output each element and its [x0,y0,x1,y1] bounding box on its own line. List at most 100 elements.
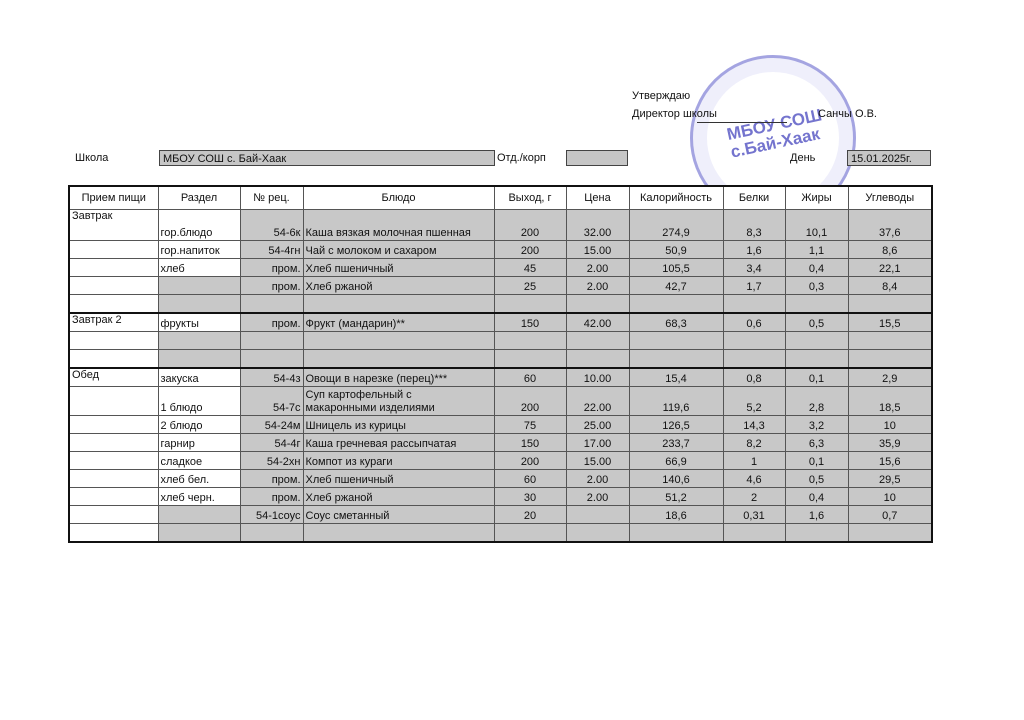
table-cell[interactable]: пром. [239,469,304,488]
table-cell[interactable]: 22.00 [565,386,630,416]
table-cell[interactable]: 15.00 [565,451,630,470]
table-cell[interactable] [565,331,630,350]
table-cell[interactable] [68,349,159,369]
table-cell[interactable]: 54-4гн [239,240,304,259]
table-cell[interactable]: 0,1 [784,451,849,470]
table-cell[interactable] [565,505,630,524]
table-cell[interactable] [302,349,495,369]
table-cell[interactable]: 25.00 [565,415,630,434]
table-cell[interactable]: 200 [493,386,567,416]
table-cell[interactable] [157,276,241,295]
table-cell[interactable]: 54-4з [239,367,304,387]
table-cell[interactable]: 274,9 [628,209,724,241]
table-cell[interactable] [68,294,159,314]
table-cell[interactable]: Чай с молоком и сахаром [302,240,495,259]
table-cell[interactable]: 0,6 [722,312,786,332]
table-cell[interactable]: 42,7 [628,276,724,295]
table-cell[interactable] [68,258,159,277]
table-cell[interactable]: 14,3 [722,415,786,434]
table-cell[interactable] [628,331,724,350]
table-cell[interactable]: 0,5 [784,312,849,332]
table-cell[interactable]: 233,7 [628,433,724,452]
table-cell[interactable] [68,487,159,506]
table-cell[interactable]: 140,6 [628,469,724,488]
table-cell[interactable]: 18,6 [628,505,724,524]
table-cell[interactable]: 45 [493,258,567,277]
table-cell[interactable]: Каша вязкая молочная пшенная [302,209,495,241]
table-cell[interactable]: 0,5 [784,469,849,488]
table-cell[interactable]: Фрукт (мандарин)** [302,312,495,332]
table-cell[interactable] [239,523,304,543]
table-cell[interactable]: 10.00 [565,367,630,387]
table-cell[interactable]: Компот из кураги [302,451,495,470]
table-cell[interactable]: фрукты [157,312,241,332]
table-cell[interactable]: 2.00 [565,258,630,277]
table-cell[interactable]: Хлеб ржаной [302,487,495,506]
table-cell[interactable]: 200 [493,451,567,470]
day-field[interactable]: 15.01.2025г. [847,150,931,166]
table-cell[interactable] [784,331,849,350]
table-cell[interactable]: Завтрак 2 [68,312,159,332]
table-cell[interactable]: Овощи в нарезке (перец)*** [302,367,495,387]
table-cell[interactable]: Хлеб пшеничный [302,258,495,277]
table-cell[interactable]: Хлеб ржаной [302,276,495,295]
table-cell[interactable]: Суп картофельный с макаронными изделиями [302,386,495,416]
table-cell[interactable] [239,294,304,314]
table-cell[interactable]: 0,8 [722,367,786,387]
dept-field[interactable] [566,150,628,166]
table-cell[interactable]: 200 [493,209,567,241]
table-cell[interactable] [847,294,933,314]
table-cell[interactable]: 1 [722,451,786,470]
table-cell[interactable]: 60 [493,469,567,488]
table-cell[interactable] [302,523,495,543]
table-cell[interactable] [157,523,241,543]
table-cell[interactable]: 2 блюдо [157,415,241,434]
table-cell[interactable]: 54-7с [239,386,304,416]
table-cell[interactable]: 8,2 [722,433,786,452]
table-cell[interactable]: 1,7 [722,276,786,295]
table-cell[interactable]: пром. [239,258,304,277]
table-cell[interactable] [157,505,241,524]
table-cell[interactable] [68,240,159,259]
table-cell[interactable]: закуска [157,367,241,387]
table-cell[interactable]: 35,9 [847,433,933,452]
table-cell[interactable] [847,349,933,369]
table-cell[interactable] [722,349,786,369]
table-cell[interactable]: 2 [722,487,786,506]
table-cell[interactable]: 15,4 [628,367,724,387]
table-cell[interactable]: сладкое [157,451,241,470]
table-cell[interactable]: 126,5 [628,415,724,434]
table-cell[interactable]: хлеб бел. [157,469,241,488]
table-cell[interactable] [68,415,159,434]
table-cell[interactable] [722,294,786,314]
table-cell[interactable]: 119,6 [628,386,724,416]
table-cell[interactable]: 10,1 [784,209,849,241]
table-cell[interactable]: 1,1 [784,240,849,259]
table-cell[interactable] [68,276,159,295]
table-cell[interactable]: 150 [493,312,567,332]
table-cell[interactable] [68,386,159,416]
table-cell[interactable] [628,523,724,543]
table-cell[interactable]: 2,8 [784,386,849,416]
table-cell[interactable] [68,523,159,543]
table-cell[interactable]: пром. [239,312,304,332]
table-cell[interactable]: 54-1соус [239,505,304,524]
table-cell[interactable] [722,523,786,543]
table-cell[interactable]: гарнир [157,433,241,452]
table-cell[interactable]: 29,5 [847,469,933,488]
table-cell[interactable] [157,349,241,369]
table-cell[interactable]: 2.00 [565,469,630,488]
table-cell[interactable]: Обед [68,367,159,387]
table-cell[interactable]: хлеб [157,258,241,277]
table-cell[interactable]: 60 [493,367,567,387]
table-cell[interactable]: 20 [493,505,567,524]
table-cell[interactable]: 6,3 [784,433,849,452]
table-cell[interactable] [302,294,495,314]
table-cell[interactable]: 105,5 [628,258,724,277]
table-cell[interactable]: 1,6 [784,505,849,524]
table-cell[interactable]: 75 [493,415,567,434]
table-cell[interactable] [68,469,159,488]
table-cell[interactable]: 3,2 [784,415,849,434]
table-cell[interactable]: 54-4г [239,433,304,452]
table-cell[interactable]: 10 [847,487,933,506]
